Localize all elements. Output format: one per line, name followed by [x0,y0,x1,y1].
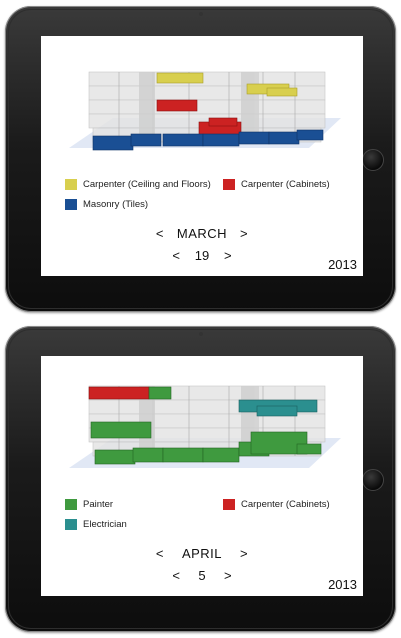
legend-swatch [65,499,77,510]
carpenter-cabinets-blocks [156,99,242,137]
electrician-blocks [238,399,318,417]
legend-label: Masonry (Tiles) [83,199,149,210]
month-selector: < APRIL > [41,546,363,561]
masonry-tiles-blocks [92,129,324,151]
legend-item-carpenter-cabinets: Carpenter (Cabinets) [223,499,330,510]
next-day-button[interactable]: > [224,248,232,263]
next-month-button[interactable]: > [240,546,249,561]
tablet-screen: Carpenter (Ceiling and Floors) Carpenter… [41,36,363,276]
legend-swatch [65,519,77,530]
legend-item-carpenter-cabinets: Carpenter (Cabinets) [223,179,330,190]
carpenter-cabinets-blocks [88,386,150,400]
tablet-device-march: Carpenter (Ceiling and Floors) Carpenter… [5,6,396,312]
previous-month-button[interactable]: < [155,226,164,241]
month-selector: < MARCH > [41,226,363,241]
painter-blocks [90,386,322,465]
day-selector: < 19 > [41,248,363,263]
year-label: 2013 [328,257,357,272]
legend-label: Carpenter (Cabinets) [241,179,330,190]
carpenter-ceiling-blocks [156,72,298,97]
camera-icon [198,332,203,336]
legend-item-masonry-tiles: Masonry (Tiles) [65,199,148,210]
day-label: 5 [198,568,206,583]
camera-icon [198,12,203,16]
home-button[interactable] [362,149,384,171]
next-month-button[interactable]: > [240,226,249,241]
tablet-device-april: Painter Carpenter (Cabinets) Electrician… [5,326,396,632]
month-label: APRIL [181,546,223,561]
legend-label: Carpenter (Cabinets) [241,499,330,510]
legend-item-painter: Painter [65,499,113,510]
legend-item-carpenter-ceiling: Carpenter (Ceiling and Floors) [65,179,211,190]
legend-label: Painter [83,499,114,510]
legend-swatch [223,179,235,190]
previous-day-button[interactable]: < [172,248,180,263]
year-label: 2013 [328,577,357,592]
legend-swatch [65,179,77,190]
previous-month-button[interactable]: < [155,546,164,561]
day-label: 19 [194,248,210,263]
building-3d-model [69,385,341,468]
previous-day-button[interactable]: < [172,568,180,583]
legend-label: Electrician [83,519,127,530]
tablet-screen: Painter Carpenter (Cabinets) Electrician… [41,356,363,596]
building-3d-model [69,71,341,151]
next-day-button[interactable]: > [224,568,232,583]
day-selector: < 5 > [41,568,363,583]
legend-label: Carpenter (Ceiling and Floors) [83,179,211,190]
month-label: MARCH [176,226,228,241]
home-button[interactable] [362,469,384,491]
legend-swatch [65,199,77,210]
legend-item-electrician: Electrician [65,519,127,530]
legend-swatch [223,499,235,510]
